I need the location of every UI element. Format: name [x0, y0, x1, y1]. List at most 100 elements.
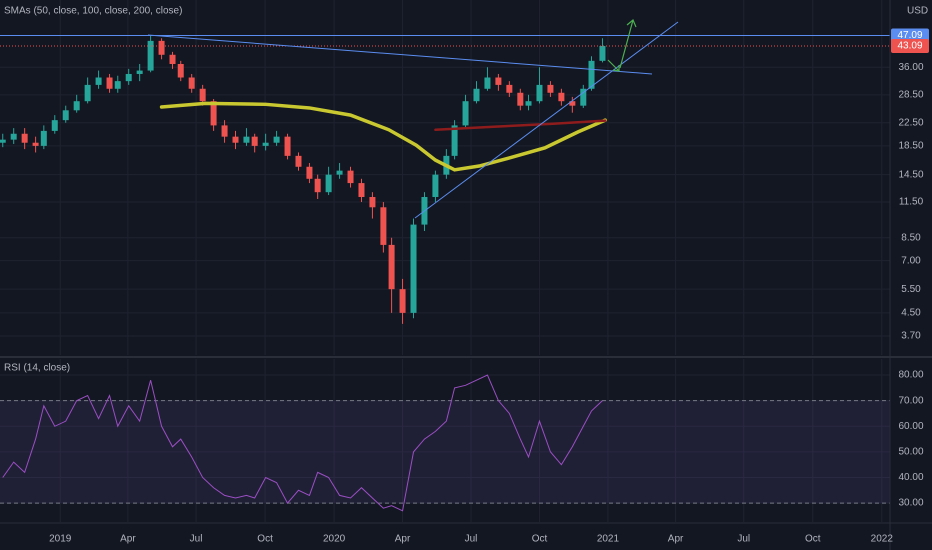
candle-body — [358, 183, 365, 198]
price-label: 47.09 — [897, 30, 922, 41]
candle-body — [495, 77, 502, 85]
candle-body — [432, 174, 439, 198]
y-tick-label: 8.50 — [901, 232, 921, 243]
y-tick-label: 11.50 — [899, 197, 924, 208]
arrow — [607, 59, 620, 72]
price-label-box — [891, 38, 929, 53]
y-tick-label: 40.00 — [898, 472, 923, 483]
candle-body — [10, 133, 17, 140]
candle-body — [314, 178, 321, 193]
x-tick-label: 2022 — [871, 534, 894, 545]
indicator-title: SMAs (50, close, 100, close, 200, close) — [4, 6, 182, 17]
candle-body — [84, 84, 91, 102]
candle-body — [369, 197, 376, 208]
trend-line — [147, 34, 653, 75]
arrow-head — [626, 19, 637, 28]
candle-body — [221, 125, 228, 137]
candle-body — [158, 40, 165, 55]
y-tick-label: 5.50 — [901, 284, 921, 295]
price-label: 43.09 — [897, 41, 922, 52]
x-tick-label: Oct — [532, 534, 548, 545]
candle-body — [388, 244, 395, 290]
y-tick-label: 4.50 — [901, 308, 921, 319]
indicator-title: RSI (14, close) — [4, 363, 70, 374]
x-tick-label: Oct — [805, 534, 821, 545]
candle-body — [347, 170, 354, 184]
x-tick-label: Apr — [120, 534, 136, 545]
moving-average — [159, 101, 607, 172]
moving-average — [434, 119, 607, 132]
candle-body — [169, 54, 176, 64]
candle-body — [473, 88, 480, 102]
candle-body — [232, 136, 239, 143]
candle-body — [136, 70, 143, 74]
x-tick-label: Jul — [465, 534, 478, 545]
candle-body — [188, 77, 195, 89]
y-tick-label: 60.00 — [898, 421, 923, 432]
candle-body — [569, 101, 576, 106]
x-tick-label: Apr — [668, 534, 684, 545]
y-tick-label: 70.00 — [898, 395, 923, 406]
candle-body — [588, 60, 595, 89]
y-tick-label: 50.00 — [898, 447, 923, 458]
candle-body — [284, 136, 291, 156]
candle-body — [32, 142, 39, 146]
candle-body — [199, 88, 206, 102]
candle-body — [40, 130, 47, 146]
candle-body — [273, 136, 280, 143]
x-tick-label: Apr — [395, 534, 411, 545]
x-tick-label: 2019 — [49, 534, 72, 545]
candle-body — [21, 133, 28, 143]
y-tick-label: 18.50 — [898, 141, 923, 152]
arrow-head — [612, 65, 620, 72]
candle-body — [451, 125, 458, 156]
rsi-line — [2, 374, 603, 512]
candle-body — [177, 63, 184, 78]
candle-body — [262, 142, 269, 146]
y-tick-label: 30.00 — [898, 498, 923, 509]
candle-body — [125, 73, 132, 82]
candle-body — [484, 77, 491, 89]
y-tick-label: 36.00 — [898, 62, 923, 73]
candle-body — [210, 101, 217, 126]
candle-body — [380, 207, 387, 245]
candle-body — [0, 139, 6, 143]
x-tick-label: Jul — [737, 534, 750, 545]
candle-body — [95, 77, 102, 85]
trend-line — [414, 21, 679, 219]
currency: USD — [907, 6, 928, 17]
candle-body — [306, 166, 313, 179]
candle-body — [325, 174, 332, 193]
y-tick-label: 80.00 — [898, 370, 923, 381]
candle-body — [525, 101, 532, 106]
candle-body — [506, 84, 513, 93]
candle-body — [336, 170, 343, 175]
y-tick-label: 7.00 — [901, 255, 921, 266]
candle-body — [73, 101, 80, 111]
x-tick-label: 2021 — [597, 534, 620, 545]
candle-body — [147, 40, 154, 71]
y-tick-label: 3.70 — [901, 331, 921, 342]
x-tick-label: 2020 — [323, 534, 346, 545]
candle-body — [462, 101, 469, 126]
candle-body — [251, 136, 258, 146]
candle-body — [106, 77, 113, 89]
candle-body — [51, 120, 58, 131]
y-tick-label: 22.50 — [898, 117, 923, 128]
x-tick-label: Oct — [257, 534, 273, 545]
candle-body — [243, 136, 250, 143]
candle-body — [558, 92, 565, 102]
candle-body — [399, 289, 406, 313]
arrow — [619, 19, 634, 69]
candle-body — [580, 88, 587, 106]
candle-body — [410, 224, 417, 313]
candle-body — [547, 84, 554, 93]
y-tick-label: 14.50 — [898, 169, 923, 180]
grid — [0, 0, 890, 522]
candle-body — [599, 45, 606, 61]
rsi-band-fill — [0, 400, 890, 504]
candle-body — [295, 155, 302, 167]
